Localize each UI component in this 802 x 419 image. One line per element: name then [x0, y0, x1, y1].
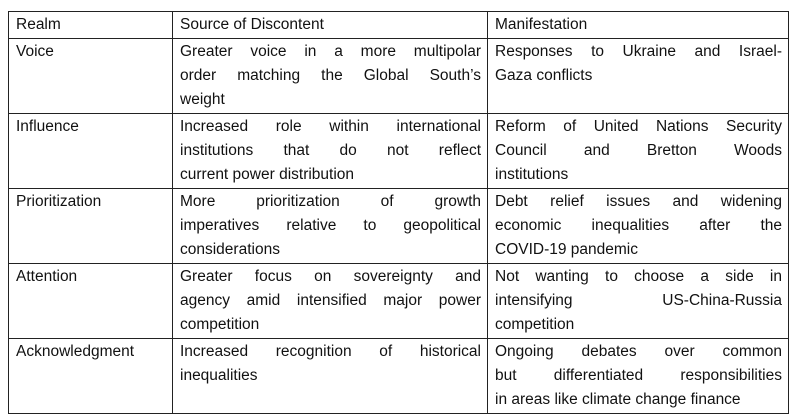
manifestation-line: Gaza conflicts — [495, 67, 593, 84]
manifestation-cell: Reform of United Nations Security Council… — [487, 113, 789, 189]
manifestation-line: economic inequalities after the — [495, 217, 782, 234]
manifestation-line: Not wanting to choose a side in — [495, 268, 782, 285]
source-line: order matching the Global South’s — [180, 67, 481, 84]
manifestation-line: COVID-19 pandemic — [495, 241, 639, 258]
discontent-table: Realm Source of Discontent Manifestation… — [8, 11, 789, 414]
source-cell: Greater voice in a more multipolar order … — [172, 38, 488, 114]
source-line: considerations — [180, 241, 280, 258]
realm-cell: Acknowledgment — [8, 338, 173, 414]
table-row: Acknowledgment Increased recognition of h… — [8, 338, 789, 414]
manifestation-line: but differentiated responsibilities — [495, 367, 782, 384]
source-line: Greater voice in a more multipolar — [180, 43, 481, 60]
manifestation-cell: Debt relief issues and widening economic … — [487, 188, 789, 264]
source-cell: Greater focus on sovereignty and agency a… — [172, 263, 488, 339]
source-cell: Increased role within international insti… — [172, 113, 488, 189]
realm-cell: Attention — [8, 263, 173, 339]
manifestation-line: Debt relief issues and widening — [495, 193, 782, 210]
table-row: Influence Increased role within internati… — [8, 113, 789, 189]
source-line: imperatives relative to geopolitical — [180, 217, 481, 234]
manifestation-cell: Not wanting to choose a side in intensify… — [487, 263, 789, 339]
table-row: Prioritization More prioritization of gro… — [8, 188, 789, 264]
manifestation-line: Ongoing debates over common — [495, 343, 782, 360]
table-row: Attention Greater focus on sovereignty an… — [8, 263, 789, 339]
header-row: Realm Source of Discontent Manifestation — [8, 11, 789, 39]
source-line: Increased recognition of historical — [180, 343, 481, 360]
realm-cell: Prioritization — [8, 188, 173, 264]
source-line: inequalities — [180, 367, 258, 384]
manifestation-line: Reform of United Nations Security — [495, 118, 782, 135]
manifestation-line: Responses to Ukraine and Israel- — [495, 43, 782, 60]
source-line: current power distribution — [180, 166, 355, 183]
realm-cell: Voice — [8, 38, 173, 114]
manifestation-line: in areas like climate change finance — [495, 391, 741, 408]
header-realm: Realm — [8, 11, 173, 39]
manifestation-line: Council and Bretton Woods — [495, 142, 782, 159]
table-row: Voice Greater voice in a more multipolar o… — [8, 38, 789, 114]
source-cell: More prioritization of growth imperatives… — [172, 188, 488, 264]
manifestation-cell: Responses to Ukraine and Israel- Gaza con… — [487, 38, 789, 114]
realm-cell: Influence — [8, 113, 173, 189]
manifestation-line: intensifying US-China-Russia — [495, 292, 782, 309]
source-line: More prioritization of growth — [180, 193, 481, 210]
source-line: Greater focus on sovereignty and — [180, 268, 481, 285]
source-line: agency amid intensified major power — [180, 292, 481, 309]
source-line: Increased role within international — [180, 118, 481, 135]
manifestation-line: institutions — [495, 166, 569, 183]
manifestation-line: competition — [495, 316, 575, 333]
source-line: weight — [180, 91, 225, 108]
header-manifestation: Manifestation — [487, 11, 789, 39]
source-line: institutions that do not reflect — [180, 142, 481, 159]
source-line: competition — [180, 316, 260, 333]
source-cell: Increased recognition of historical inequ… — [172, 338, 488, 414]
header-source: Source of Discontent — [172, 11, 488, 39]
manifestation-cell: Ongoing debates over common but different… — [487, 338, 789, 414]
